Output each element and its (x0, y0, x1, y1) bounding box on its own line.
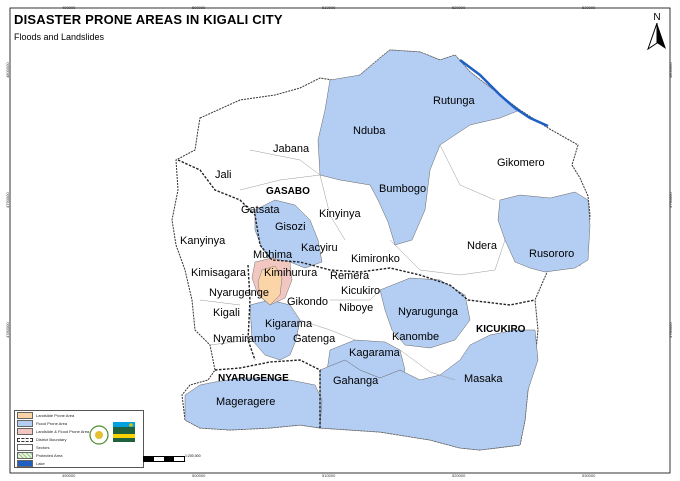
legend-swatch (17, 412, 33, 419)
sector-label: Kicukiro (341, 285, 380, 297)
legend-swatch (17, 444, 33, 451)
sector-label: Kimironko (351, 253, 400, 265)
sector-label: Bumbogo (379, 183, 426, 195)
sector-label: Kigali (213, 307, 240, 319)
lake-boundary (459, 59, 549, 128)
sector-label: Gikondo (287, 296, 328, 308)
sector-label: Mageragere (216, 396, 275, 408)
grid-label-top: 510000 (322, 5, 336, 10)
grid-label-bottom: 530000 (582, 473, 596, 478)
flood-area-rusororo (497, 191, 591, 273)
legend-item: Landslide & Flood Prone Area (17, 428, 89, 435)
sector-label: Nyarugunga (398, 306, 459, 318)
map-subtitle: Floods and Landslides (14, 32, 105, 42)
sector-label: Kanyinya (180, 235, 226, 247)
flood-area-kanombe (379, 277, 471, 349)
legend-item: Sectors (17, 444, 50, 451)
north-label: N (653, 12, 661, 23)
legend-label: District Boundary (36, 437, 67, 442)
legend-label: Landslide Prone Area (36, 413, 75, 418)
legend-item: Flood Prone Area (17, 420, 67, 427)
legend-label: Sectors (36, 445, 50, 450)
grid-label-bottom: 510000 (322, 473, 336, 478)
district-label-kicukiro: KICUKIRO (476, 324, 526, 335)
legend-label: Flood Prone Area (36, 421, 68, 426)
flood-prone-areas (184, 49, 591, 451)
sector-label: Masaka (464, 373, 503, 385)
grid-label-bottom: 490000 (62, 473, 76, 478)
legend-item: Landslide Prone Area (17, 412, 74, 419)
district-label-nyarugenge: NYARUGENGE (218, 373, 289, 384)
sector-label: Remera (330, 270, 370, 282)
flood-area-south-center (249, 299, 301, 361)
north-arrow-icon (647, 22, 666, 51)
sector-label: Kigarama (265, 318, 313, 330)
sector-label: Ndera (467, 240, 498, 252)
map-title: DISASTER PRONE AREAS IN KIGALI CITY (14, 12, 283, 27)
sector-label: Rutunga (433, 95, 475, 107)
sector-label: Jali (215, 169, 232, 181)
map-border (9, 7, 671, 474)
legend-swatch (17, 452, 33, 459)
rwanda-flag-icon (113, 422, 135, 442)
sector-label: Kinyinya (319, 208, 361, 220)
legend-item: Protected Area (17, 452, 62, 459)
scale-bar (143, 456, 185, 462)
sector-label: Muhima (253, 249, 293, 261)
grid-label-top: 490000 (62, 5, 76, 10)
north-arrow: N (646, 12, 668, 56)
legend-swatch (17, 460, 33, 467)
scale-label: 1:200,000 (185, 454, 201, 458)
legend-label: Lake (36, 461, 45, 466)
sector-label: Kacyiru (301, 242, 338, 254)
sector-label: Kimihurura (264, 267, 318, 279)
grid-label-top: 530000 (582, 5, 596, 10)
sector-label: Nyamirambo (213, 333, 275, 345)
sector-label: Nduba (353, 125, 386, 137)
emblem-and-flag (89, 422, 135, 445)
sector-label: Kagarama (349, 347, 401, 359)
emblem-center (95, 431, 103, 439)
legend-label: Landslide & Flood Prone Area (36, 429, 90, 434)
flood-area-mageragere (184, 377, 323, 431)
sector-label: Kimisagara (191, 267, 247, 279)
sector-label: Niboye (339, 302, 373, 314)
legend-swatch (17, 428, 33, 435)
sector-label: Nyarugenge (209, 287, 269, 299)
legend-item: District Boundary (17, 436, 66, 443)
flood-area-gahanga-masaka (319, 329, 539, 451)
sector-label: Jabana (273, 143, 310, 155)
sector-label: Gikomero (497, 157, 545, 169)
grid-label-top: 520000 (452, 5, 466, 10)
sector-boundaries (199, 144, 506, 428)
grid-label-bottom: 500000 (192, 473, 206, 478)
landslide-area (257, 265, 283, 306)
sector-label: Gisozi (275, 221, 306, 233)
legend-swatch (17, 420, 33, 427)
grid-label-top: 500000 (192, 5, 206, 10)
sector-label: Gatsata (241, 204, 280, 216)
legend-item: Lake (17, 460, 45, 467)
sector-label: Gahanga (333, 375, 379, 387)
grid-label-bottom: 520000 (452, 473, 466, 478)
sector-label: Kanombe (392, 331, 439, 343)
legend-swatch (17, 437, 33, 442)
sector-label: Rusororo (529, 248, 574, 260)
district-label-gasabo: GASABO (266, 186, 310, 197)
legend-label: Protected Area (36, 453, 63, 458)
sector-label: Gatenga (293, 333, 336, 345)
district-boundaries (177, 159, 536, 428)
